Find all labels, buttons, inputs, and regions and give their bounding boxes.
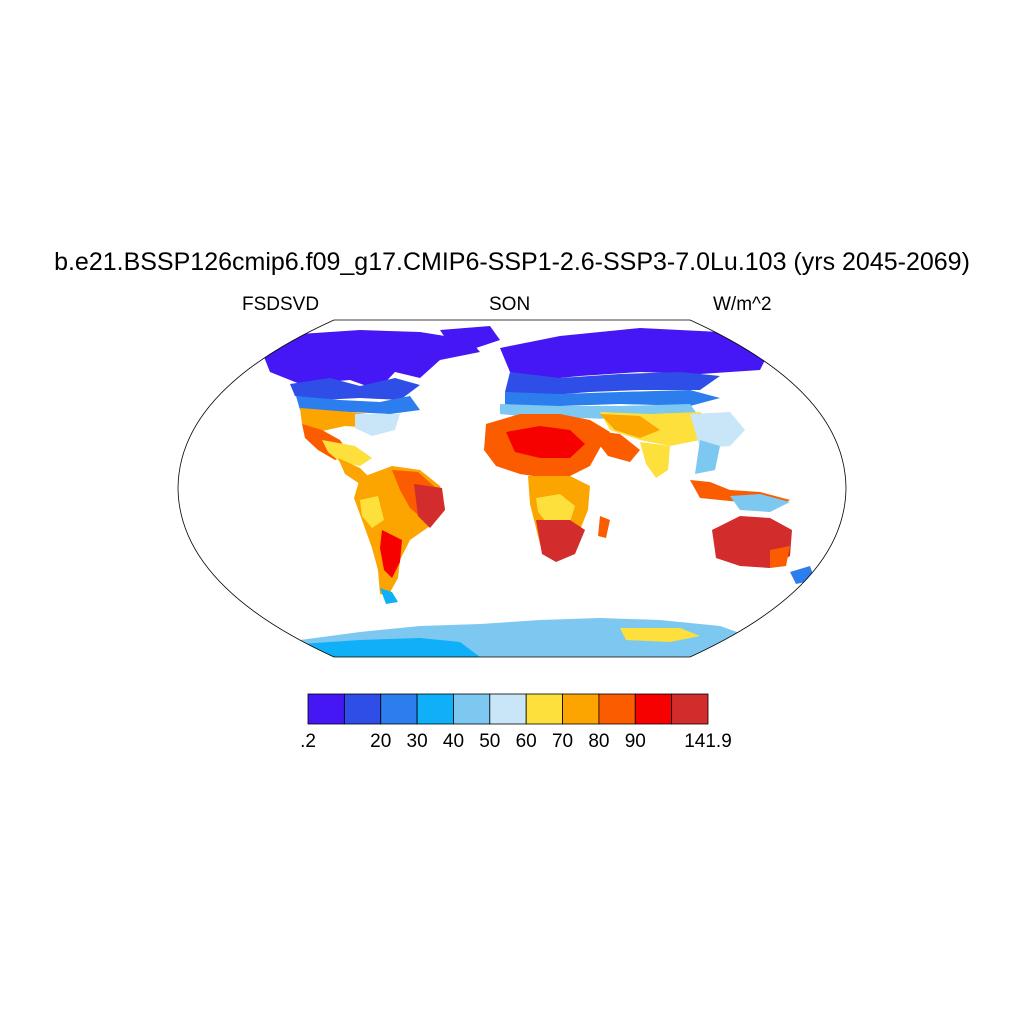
colorbar-tick-label: 40 [442,731,465,752]
colorbar-tick-label: 60 [515,731,537,752]
colorbar-tick-label: .2 [300,731,316,752]
colorbar-tick-label: 90 [624,731,646,752]
colorbar-tick-label: 30 [406,731,428,752]
north-america-arctic [262,330,480,390]
colorbar-tick-label: 70 [551,731,574,752]
colorbar-box [598,693,636,725]
colorbar-box [489,693,527,725]
colorbar-tick-label: 141.9 [684,731,732,752]
colorbar-box [562,693,600,725]
colorbar-box [343,693,382,725]
colorbar-box [634,693,673,725]
page-title: b.e21.BSSP126cmip6.f09_g17.CMIP6-SSP1-2.… [54,248,970,276]
colorbar-tick-label: 50 [479,731,501,752]
colorbar-box [416,693,454,725]
units-label: W/m^2 [713,294,772,315]
colorbar-box [671,693,709,725]
variable-label: FSDSVD [242,294,320,315]
season-label: SON [489,294,531,315]
land-fields [262,326,815,657]
colorbar-tick-label: 20 [370,731,392,752]
colorbar-box [525,693,563,725]
globe-outline [177,319,847,658]
colorbar-box [453,693,491,725]
colorbar-tick-label: 80 [588,731,610,752]
colorbar-box [307,693,345,725]
colorbar-box [380,693,418,725]
